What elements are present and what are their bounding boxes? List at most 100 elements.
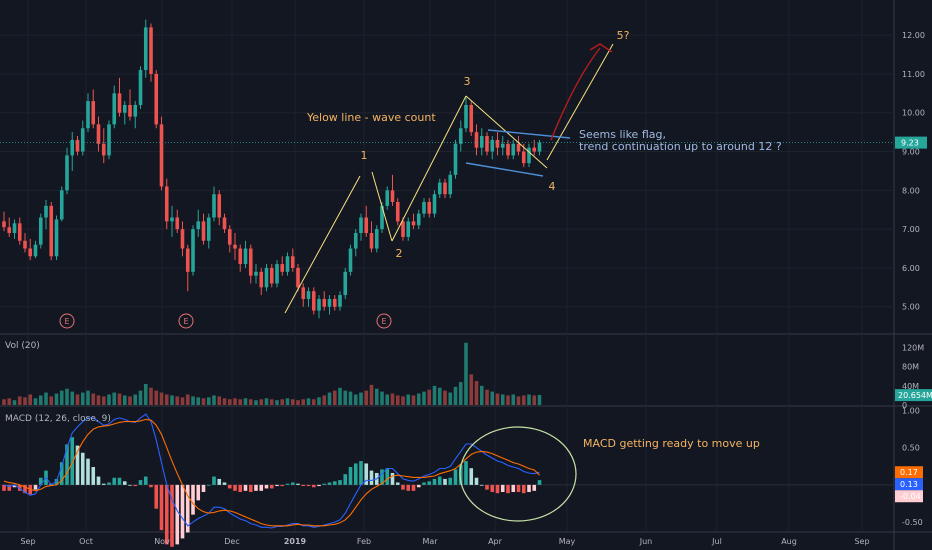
macd-histogram-bar bbox=[122, 481, 127, 485]
macd-histogram-bar bbox=[154, 484, 159, 509]
volume-bar bbox=[280, 399, 285, 405]
volume-bar bbox=[322, 395, 327, 405]
x-tick-label: Sep bbox=[20, 537, 35, 546]
macd-pane-label[interactable]: MACD (12, 26, close, 9) bbox=[5, 414, 111, 424]
volume-last-value: 20.654M bbox=[898, 391, 932, 400]
volume-bar bbox=[521, 395, 526, 405]
earnings-marker bbox=[376, 313, 392, 329]
candle-body bbox=[238, 248, 243, 265]
volume-bar bbox=[485, 389, 489, 405]
wave-leg-0-1 bbox=[284, 175, 361, 314]
volume-bar bbox=[317, 397, 321, 405]
macd-highlight-circle bbox=[459, 426, 577, 522]
volume-tick-label: 80M bbox=[902, 363, 919, 372]
macd-histogram-bar bbox=[422, 482, 426, 485]
volume-bar bbox=[222, 398, 227, 405]
candle-body bbox=[44, 205, 48, 218]
macd-histogram-bar bbox=[353, 463, 358, 485]
candle-body bbox=[159, 124, 164, 187]
candle-body bbox=[164, 186, 169, 222]
candle-body bbox=[23, 240, 27, 249]
earnings-marker-label: E bbox=[381, 317, 386, 326]
macd-histogram-bar bbox=[196, 484, 201, 501]
macd-histogram-bar bbox=[191, 484, 195, 515]
earnings-marker-label: E bbox=[183, 317, 188, 326]
candle-body bbox=[212, 194, 216, 218]
candle-body bbox=[537, 142, 542, 152]
macd-histogram-bar bbox=[390, 472, 395, 485]
price-tick-label: 9.00 bbox=[902, 148, 920, 157]
macd-histogram-bar bbox=[285, 483, 290, 485]
candle-body bbox=[33, 244, 38, 257]
macd-histogram-bar bbox=[453, 469, 458, 485]
candle-body bbox=[448, 174, 453, 195]
volume-bar bbox=[227, 399, 232, 405]
candle-body bbox=[485, 136, 489, 152]
x-tick-label: May bbox=[559, 537, 576, 546]
candle-body bbox=[506, 143, 510, 156]
candle-body bbox=[275, 264, 279, 284]
price-tick-label: 8.00 bbox=[902, 186, 920, 195]
macd-histogram-bar bbox=[406, 484, 411, 491]
macd-histogram-bar bbox=[443, 478, 447, 485]
candle-body bbox=[359, 217, 363, 234]
volume-bar bbox=[238, 399, 243, 405]
candle-body bbox=[264, 267, 269, 288]
macd-tick-label: -0.50 bbox=[902, 518, 923, 527]
macd-histogram-bar bbox=[17, 484, 22, 491]
wave-label: 3 bbox=[464, 75, 471, 88]
macd-histogram-bar bbox=[416, 484, 421, 488]
macd-histogram-bar bbox=[311, 484, 316, 488]
macd-histogram-bar bbox=[296, 483, 300, 485]
volume-bar bbox=[38, 395, 43, 405]
volume-bar bbox=[511, 394, 516, 405]
macd-histogram-bar bbox=[233, 484, 237, 491]
price-tick-label: 10.00 bbox=[902, 109, 925, 118]
candle-body bbox=[285, 256, 290, 272]
price-tick-label: 5.00 bbox=[902, 303, 920, 312]
volume-bar bbox=[17, 396, 22, 405]
volume-bar bbox=[44, 392, 48, 405]
candle-body bbox=[311, 291, 316, 311]
x-tick-label: Dec bbox=[224, 537, 239, 546]
macd-histogram-bar bbox=[380, 469, 384, 485]
axes: Sep Oct Nov Dec 2019 Feb Mar Apr May Jun Jul Aug Sep… bbox=[20, 31, 932, 546]
macd-histogram-bar bbox=[537, 480, 542, 485]
candle-body bbox=[70, 139, 75, 156]
candle-body bbox=[437, 182, 442, 195]
candle-body bbox=[227, 229, 232, 245]
volume-bar bbox=[332, 390, 337, 405]
macd-histogram-bar bbox=[479, 484, 484, 486]
macd-line bbox=[3, 413, 540, 529]
flag-note-line2: trend continuation up to around 12 ? bbox=[579, 140, 782, 153]
volume-bar bbox=[196, 397, 201, 405]
macd-histogram-bar bbox=[275, 484, 279, 487]
volume-bar bbox=[206, 397, 211, 405]
candle-body bbox=[500, 143, 505, 148]
candle-body bbox=[49, 205, 54, 257]
candle-body bbox=[327, 298, 332, 307]
volume-bar bbox=[469, 374, 474, 405]
volume-pane-label[interactable]: Vol (20) bbox=[5, 341, 40, 351]
candle-body bbox=[453, 143, 458, 175]
volume-bar bbox=[343, 390, 348, 405]
candle-body bbox=[117, 93, 122, 113]
candle-body bbox=[364, 217, 369, 234]
volume-bar bbox=[2, 399, 6, 405]
wave-label: 1 bbox=[361, 149, 368, 162]
candle-body bbox=[254, 271, 258, 276]
candle-body bbox=[233, 244, 237, 249]
volume-bar bbox=[416, 393, 421, 405]
volume-bar bbox=[101, 396, 106, 405]
macd-histogram-bar bbox=[264, 484, 269, 489]
volume-bar bbox=[537, 394, 542, 405]
macd-histogram-bar bbox=[212, 476, 216, 485]
candle-body bbox=[185, 248, 190, 272]
macd-note-text: MACD getting ready to move up bbox=[583, 437, 760, 450]
volume-bar bbox=[448, 392, 453, 405]
macd-histogram-bar bbox=[317, 484, 321, 487]
volume-bar bbox=[175, 396, 180, 405]
volume-bar bbox=[311, 399, 316, 405]
candle-body bbox=[154, 73, 159, 125]
